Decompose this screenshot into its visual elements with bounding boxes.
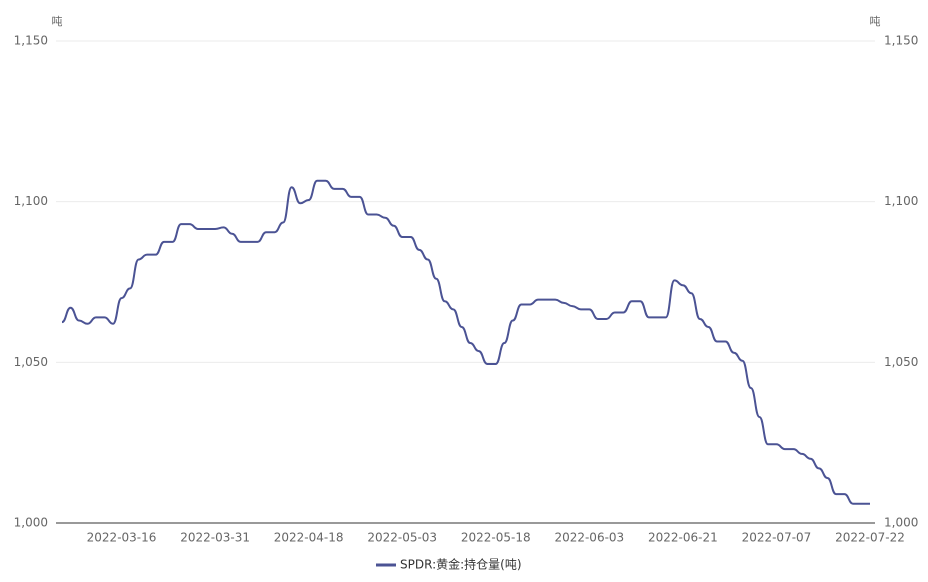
series-line — [61, 179, 870, 505]
y2-tick-label: 1,150 — [884, 34, 918, 48]
y-tick-label: 1,050 — [14, 355, 48, 369]
y2-tick-label: 1,100 — [884, 194, 918, 208]
x-tick-label: 2022-03-31 — [180, 531, 250, 545]
x-tick-label: 2022-04-18 — [274, 531, 344, 545]
y-tick-label: 1,100 — [14, 194, 48, 208]
x-tick-label: 2022-03-16 — [87, 531, 157, 545]
y2-tick-label: 1,050 — [884, 355, 918, 369]
y2-tick-label: 1,000 — [884, 516, 918, 530]
x-tick-label: 2022-07-22 — [835, 531, 905, 545]
x-tick-label: 2022-06-21 — [648, 531, 718, 545]
y-tick-label: 1,150 — [14, 34, 48, 48]
y-unit: 吨 — [52, 15, 63, 28]
y2-unit: 吨 — [870, 15, 881, 28]
x-tick-label: 2022-06-03 — [554, 531, 624, 545]
x-tick-label: 2022-07-07 — [742, 531, 812, 545]
legend-label: SPDR:黄金:持仓量(吨) — [400, 557, 522, 572]
y-tick-label: 1,000 — [14, 516, 48, 530]
x-tick-label: 2022-05-03 — [367, 531, 437, 545]
x-tick-label: 2022-05-18 — [461, 531, 531, 545]
